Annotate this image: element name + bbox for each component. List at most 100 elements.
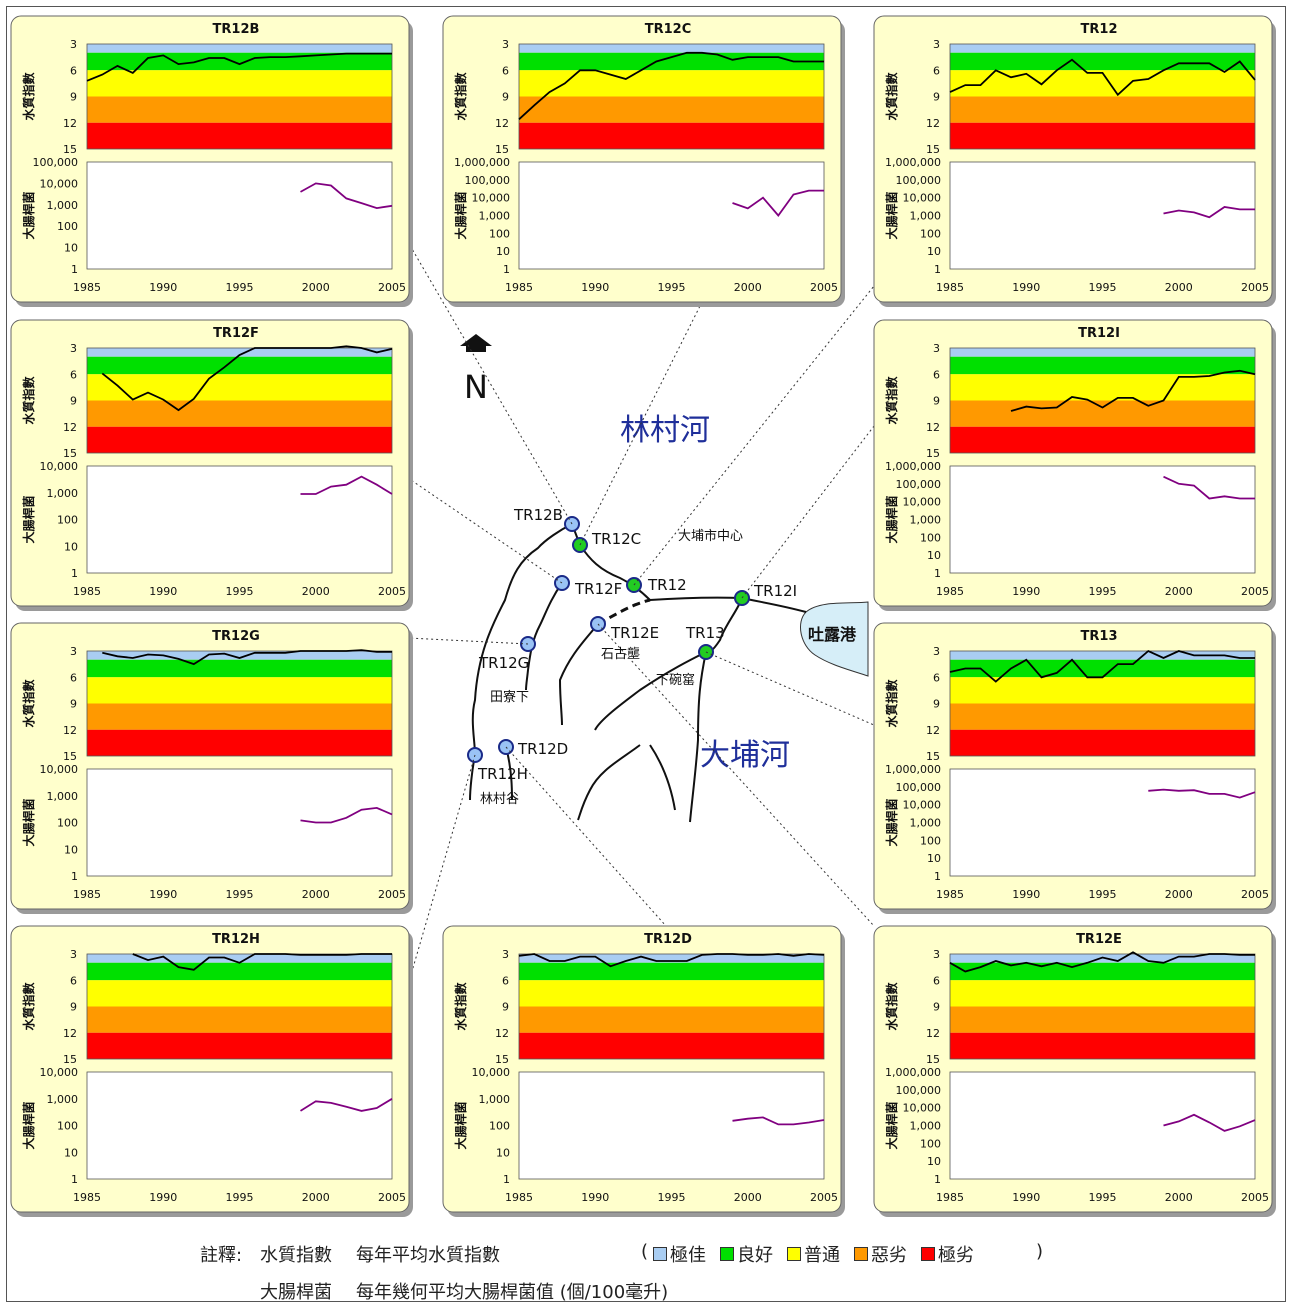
panel-title: TR12B (213, 22, 260, 37)
station-label-tr12i: TR12I (753, 582, 797, 600)
legend-swatch-good (720, 1247, 734, 1261)
wqi-band-bad (950, 400, 1255, 427)
wqi-plot-frame (86, 953, 393, 1060)
ecoli-series-line (300, 475, 393, 495)
panel-tr12h: TR12H 3 6 9 12 15 水質指數 1 10 100 1,000 10,000 大腸桿菌 198… (10, 925, 413, 1217)
ecoli-tick-label: 1,000,000 (885, 1066, 941, 1079)
wqi-tick-label: 6 (933, 64, 940, 77)
river-path-9 (577, 744, 641, 821)
leader-line-tr12e (597, 623, 875, 927)
wqi-band-good (950, 659, 1255, 678)
x-tick-label: 1995 (1089, 888, 1117, 901)
x-tick-label: 2000 (1165, 281, 1193, 294)
north-label: N (464, 368, 488, 406)
wqi-tick-label: 15 (926, 447, 940, 460)
ecoli-tick-label: 1,000,000 (885, 763, 941, 776)
wqi-tick-label: 3 (933, 342, 940, 355)
wqi-tick-label: 9 (70, 91, 77, 104)
x-tick-label: 1990 (1012, 888, 1040, 901)
wqi-band-very-bad (87, 1032, 392, 1059)
wqi-tick-label: 9 (933, 91, 940, 104)
x-tick-label: 1995 (658, 281, 686, 294)
ecoli-series-line (300, 806, 393, 824)
wqi-series-line (101, 345, 393, 412)
wqi-tick-label: 15 (926, 1053, 940, 1066)
wqi-tick-label: 3 (933, 38, 940, 51)
wqi-axis-label: 水質指數 (884, 72, 899, 120)
wqi-band-fair (950, 980, 1255, 1007)
lam-tsuen-valley-label: 林村谷 (480, 792, 519, 807)
wqi-axis-label: 水質指數 (21, 982, 36, 1030)
legend-grade-bad: 惡劣 (854, 1241, 907, 1267)
x-tick-label: 1990 (149, 585, 177, 598)
panel-title: TR12H (212, 932, 260, 947)
leader-line-tr12d (505, 746, 667, 927)
x-tick-label: 1985 (73, 1191, 101, 1204)
wqi-band-excellent (519, 954, 824, 963)
leader-line-tr12b (407, 241, 573, 525)
ha-wun-yiu-label: 下碗窰 (656, 672, 695, 688)
ecoli-tick-label: 10 (64, 242, 78, 255)
wqi-series-line (949, 951, 1255, 973)
ecoli-tick-label: 100,000 (896, 1084, 942, 1097)
wqi-axis-label: 水質指數 (21, 376, 36, 424)
legend-label-very_bad: 極劣 (938, 1245, 974, 1266)
x-tick-label: 1985 (936, 1191, 964, 1204)
wqi-tick-label: 9 (933, 698, 940, 711)
ecoli-plot-frame (518, 161, 825, 270)
wqi-band-bad (950, 703, 1255, 730)
lin-tsuen-river-label: 林村河 (620, 413, 710, 448)
x-tick-label: 2000 (302, 888, 330, 901)
x-tick-label: 2000 (734, 281, 762, 294)
wqi-tick-label: 6 (70, 671, 77, 684)
x-tick-label: 2000 (302, 281, 330, 294)
wqi-band-very-bad (950, 1032, 1255, 1059)
ecoli-tick-label: 10,000 (40, 177, 79, 190)
wqi-tick-label: 12 (926, 724, 940, 737)
wqi-tick-label: 15 (495, 1053, 509, 1066)
panel-tr12i: TR12I 3 6 9 12 15 水質指數 1 10 100 1,000 10,000 100,000… (873, 319, 1276, 611)
ecoli-tick-label: 1 (71, 263, 78, 276)
wqi-tick-label: 12 (63, 117, 77, 130)
ecoli-axis-label: 大腸桿菌 (21, 1101, 36, 1149)
wqi-plot-frame (949, 43, 1256, 150)
harbour-label: 吐露港 (808, 625, 857, 644)
ecoli-plot-frame (949, 161, 1256, 270)
legend-label-fair: 普通 (804, 1245, 840, 1266)
x-tick-label: 2005 (378, 585, 406, 598)
wqi-tick-label: 15 (63, 750, 77, 763)
wqi-tick-label: 9 (933, 1001, 940, 1014)
wqi-series-line (949, 58, 1256, 97)
x-tick-label: 2005 (378, 1191, 406, 1204)
wqi-tick-label: 12 (495, 117, 509, 130)
wqi-plot-frame (518, 43, 825, 150)
legend-ecoli-term: 大腸桿菌 (260, 1282, 332, 1303)
wqi-tick-label: 3 (933, 645, 940, 658)
wqi-tick-label: 15 (63, 447, 77, 460)
ecoli-tick-label: 10 (496, 1146, 510, 1159)
x-tick-label: 1985 (936, 585, 964, 598)
x-tick-label: 1990 (581, 281, 609, 294)
legend-grade-good: 良好 (720, 1241, 773, 1267)
ecoli-tick-label: 10 (927, 245, 941, 258)
ecoli-tick-label: 100 (920, 531, 941, 544)
ecoli-series-line (300, 182, 393, 210)
wqi-band-excellent (519, 44, 824, 53)
x-tick-label: 1995 (226, 1191, 254, 1204)
x-tick-label: 2005 (378, 888, 406, 901)
wqi-band-very-bad (87, 122, 392, 149)
x-tick-label: 1990 (1012, 281, 1040, 294)
ecoli-plot-frame (86, 161, 393, 270)
wqi-plot-frame (86, 347, 393, 454)
wqi-band-bad (519, 1006, 824, 1033)
wqi-band-good (87, 52, 392, 71)
ecoli-axis-label: 大腸桿菌 (21, 798, 36, 846)
wqi-series-line (949, 649, 1255, 683)
wqi-band-bad (87, 1006, 392, 1033)
x-tick-label: 1985 (936, 281, 964, 294)
ecoli-tick-label: 1 (934, 870, 941, 883)
ecoli-tick-label: 100,000 (896, 478, 942, 491)
wqi-band-very-bad (950, 729, 1255, 756)
x-tick-label: 2005 (1241, 281, 1269, 294)
